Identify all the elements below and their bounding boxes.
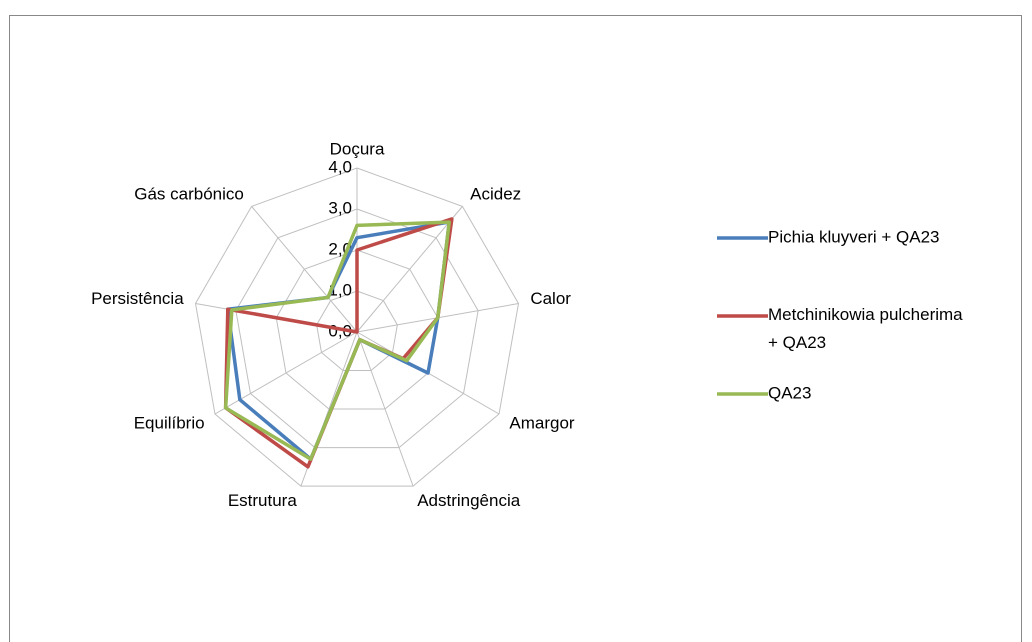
grid-line xyxy=(275,249,439,410)
y-tick-label: 3,0 xyxy=(328,198,352,217)
axis-spoke xyxy=(356,206,463,333)
legend-label: QA23 xyxy=(768,383,811,402)
category-label: Adstringência xyxy=(417,491,521,510)
y-tick-label: 4,0 xyxy=(328,157,352,176)
chart-frame xyxy=(9,15,1022,642)
category-label: Persistência xyxy=(91,289,184,308)
category-label: Doçura xyxy=(330,139,385,158)
category-label: Estrutura xyxy=(228,491,298,510)
grid-line xyxy=(194,167,520,487)
category-label: Acidez xyxy=(470,185,521,204)
legend-label: Metchinikowia pulcherima + QA23 xyxy=(768,305,963,352)
legend-label: Pichia kluyveri + QA23 xyxy=(768,227,940,246)
category-label: Gás carbónico xyxy=(134,185,244,204)
series-line xyxy=(223,220,451,461)
grid-line xyxy=(235,208,479,449)
category-label: Amargor xyxy=(509,413,575,432)
axis-spoke xyxy=(251,206,358,333)
category-label: Equilíbrio xyxy=(134,413,205,432)
grid-line xyxy=(316,290,398,372)
category-label: Calor xyxy=(530,289,571,308)
axis-spoke xyxy=(356,331,414,487)
